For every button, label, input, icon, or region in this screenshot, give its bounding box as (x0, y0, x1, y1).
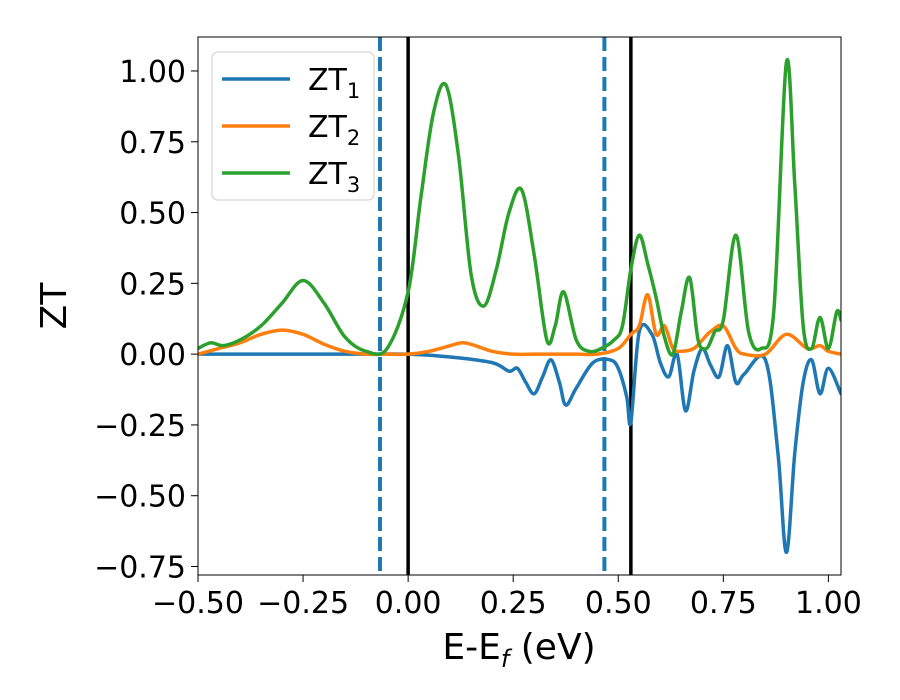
plot-frame (197, 36, 842, 576)
y-tick-label: 0.50 (119, 197, 186, 232)
legend-label-zt2: ZT2 (308, 110, 360, 150)
y-tick-label: 1.00 (119, 55, 186, 90)
x-axis-title: E-Ef (eV) (442, 627, 595, 673)
y-tick-label: 0.25 (119, 267, 186, 302)
series-lines (198, 57, 841, 555)
legend-label-zt1: ZT1 (308, 63, 360, 103)
y-tick-label: 0.00 (119, 338, 186, 373)
y-tick-label: 0.75 (119, 126, 186, 161)
x-tick-label: 0.25 (480, 586, 547, 621)
x-tick-label: −0.50 (152, 586, 244, 621)
y-tick-label: −0.50 (94, 480, 186, 515)
series-line-zt2 (198, 292, 841, 358)
x-tick-label: −0.25 (257, 586, 349, 621)
x-tick-label: 0.75 (690, 586, 757, 621)
y-axis-ticks: 1.00 0.75 0.50 0.25 0.00 −0.25 −0.50 −0.75 (94, 55, 198, 586)
series-line-zt1 (198, 322, 841, 555)
y-tick-label: −0.75 (94, 551, 186, 586)
legend: ZT1 ZT2 ZT3 (211, 51, 375, 201)
series-line-zt3 (198, 57, 841, 357)
vertical-marker-lines (377, 37, 633, 575)
legend-box (211, 51, 375, 201)
legend-label-zt3: ZT3 (308, 157, 360, 197)
y-tick-label: −0.25 (94, 409, 186, 444)
x-tick-label: 0.00 (375, 586, 442, 621)
x-axis-ticks: −0.50 −0.25 0.00 0.25 0.50 0.75 1.00 (152, 575, 862, 621)
x-tick-label: 1.00 (795, 586, 862, 621)
x-tick-label: 0.50 (585, 586, 652, 621)
y-axis-title: ZT (34, 282, 75, 330)
